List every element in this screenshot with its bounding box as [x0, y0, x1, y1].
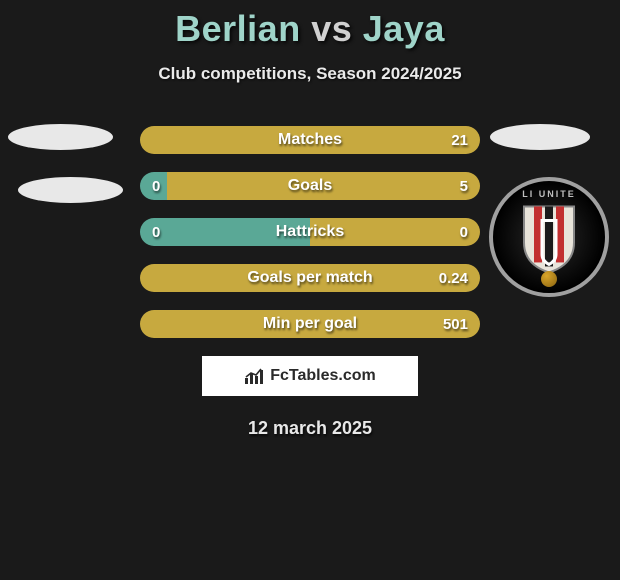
badge-shield-icon [520, 202, 578, 274]
stat-value-left: 0 [152, 172, 160, 200]
stat-value-right: 5 [460, 172, 468, 200]
badge-arc-text: LI UNITE [493, 189, 605, 199]
page-title: Berlian vs Jaya [0, 0, 620, 50]
badge-ball-icon [541, 271, 557, 287]
stat-value-right: 0.24 [439, 264, 468, 292]
stat-row: Hattricks0 0 [140, 218, 480, 246]
stat-row: Goals0 5 [140, 172, 480, 200]
brand-box: FcTables.com [202, 356, 418, 396]
subtitle: Club competitions, Season 2024/2025 [0, 64, 620, 84]
decor-ellipse [490, 124, 590, 150]
stat-label: Goals [140, 172, 480, 200]
decor-ellipse [8, 124, 113, 150]
stat-row: Min per goal501 [140, 310, 480, 338]
bars-chart-icon [244, 367, 266, 385]
stat-row: Goals per match0.24 [140, 264, 480, 292]
stat-value-left: 0 [152, 218, 160, 246]
stat-row: Matches21 [140, 126, 480, 154]
date-label: 12 march 2025 [0, 418, 620, 439]
stat-label: Min per goal [140, 310, 480, 338]
stat-label: Hattricks [140, 218, 480, 246]
stat-label: Goals per match [140, 264, 480, 292]
player2-name: Jaya [363, 8, 445, 49]
stat-value-right: 501 [443, 310, 468, 338]
stat-label: Matches [140, 126, 480, 154]
player1-name: Berlian [175, 8, 301, 49]
stat-value-right: 0 [460, 218, 468, 246]
stat-value-right: 21 [451, 126, 468, 154]
club-badge: LI UNITE [489, 177, 609, 297]
decor-ellipse [18, 177, 123, 203]
vs-connector: vs [311, 8, 352, 49]
brand-text: FcTables.com [270, 367, 376, 385]
